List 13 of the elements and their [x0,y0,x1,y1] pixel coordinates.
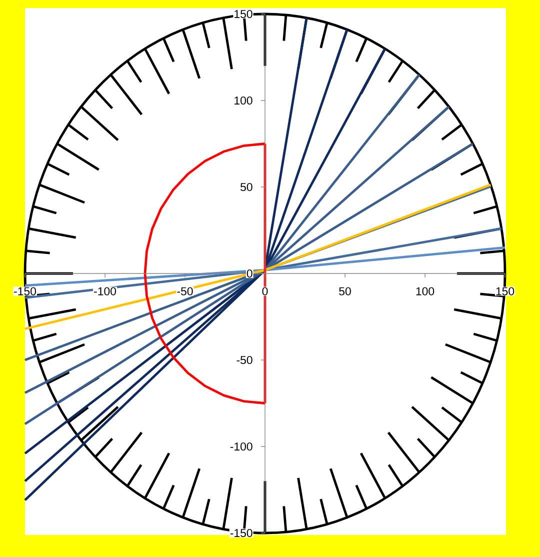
x-tick-label: 50 [339,287,351,296]
y-tick-label: -100 [230,442,252,451]
x-tick-label: -150 [14,287,36,296]
x-tick-label: 100 [416,287,434,296]
x-tick-label: -100 [94,287,116,296]
y-tick-label: -50 [236,356,252,364]
x-tick-label: -50 [177,287,193,296]
y-tick-label: 100 [234,96,252,105]
y-tick-label: 50 [240,182,252,192]
y-tick-label: 0 [246,269,252,278]
x-tick-label: 150 [496,287,514,296]
x-tick-label: 0 [262,287,268,296]
y-tick-label: -150 [230,528,252,538]
